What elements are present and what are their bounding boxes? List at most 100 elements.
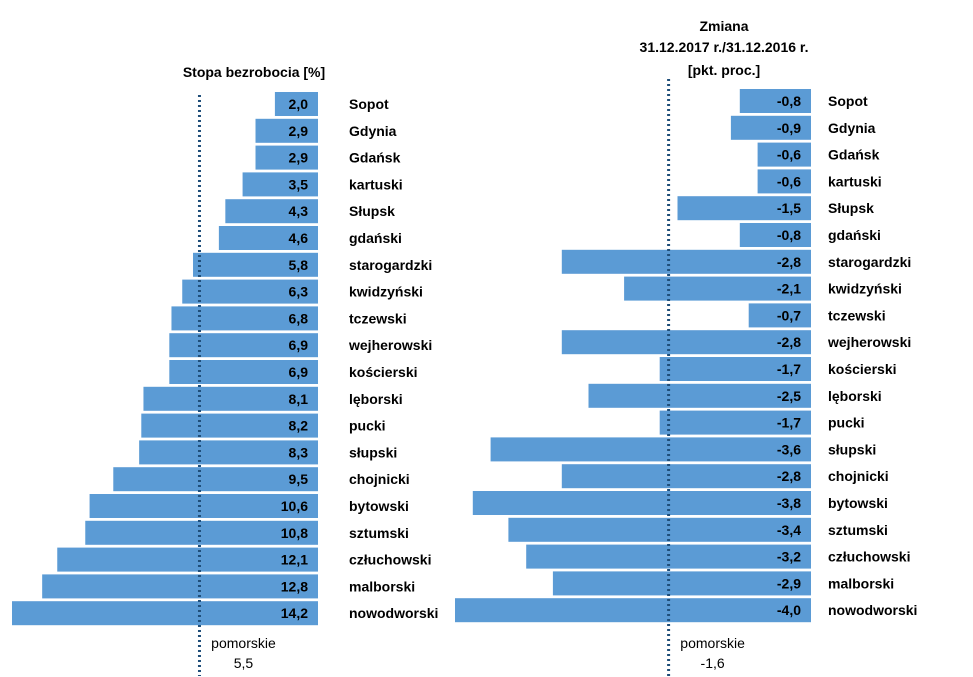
right-value-label: -3,8 bbox=[777, 495, 801, 511]
right-value-label: -2,1 bbox=[777, 281, 801, 297]
left-category-label: nowodworski bbox=[349, 605, 438, 621]
right-value-label: -0,8 bbox=[777, 93, 801, 109]
right-value-label: -3,6 bbox=[777, 441, 801, 457]
left-value-label: 8,3 bbox=[289, 444, 309, 460]
left-category-label: starogardzki bbox=[349, 257, 432, 273]
right-value-label: -3,2 bbox=[777, 549, 801, 565]
right-category-label: Słupsk bbox=[828, 200, 874, 216]
left-value-label: 6,9 bbox=[289, 337, 309, 353]
left-category-label: gdański bbox=[349, 230, 402, 246]
left-category-label: Gdynia bbox=[349, 123, 397, 139]
right-category-label: słupski bbox=[828, 441, 876, 457]
left-bar-człuchowski bbox=[57, 547, 319, 572]
left-value-label: 6,9 bbox=[289, 364, 309, 380]
left-value-label: 12,8 bbox=[281, 578, 308, 594]
left-value-label: 14,2 bbox=[281, 605, 308, 621]
left-bar-kwidzyński bbox=[182, 279, 318, 304]
left-category-label: kartuski bbox=[349, 176, 403, 192]
right-category-label: malborski bbox=[828, 575, 894, 591]
left-bar-wejherowski bbox=[169, 333, 318, 358]
right-category-label: kościerski bbox=[828, 361, 897, 377]
right-category-label: chojnicki bbox=[828, 468, 889, 484]
left-bar-sztumski bbox=[85, 520, 318, 545]
right-bar-Gdynia bbox=[730, 115, 811, 140]
left-value-label: 4,6 bbox=[289, 230, 309, 246]
left-category-label: Słupsk bbox=[349, 203, 395, 219]
right-value-label: -1,7 bbox=[777, 415, 801, 431]
left-bar-pucki bbox=[141, 413, 318, 438]
right-category-label: gdański bbox=[828, 227, 881, 243]
left-category-label: sztumski bbox=[349, 525, 409, 541]
left-category-label: kościerski bbox=[349, 364, 418, 380]
right-bar-Gdańsk bbox=[757, 142, 811, 167]
left-bar-słupski bbox=[139, 440, 318, 465]
left-bar-chojnicki bbox=[113, 467, 318, 492]
left-category-label: tczewski bbox=[349, 310, 407, 326]
left-bar-malborski bbox=[42, 574, 319, 599]
left-value-label: 8,2 bbox=[289, 418, 309, 434]
right-value-label: -2,8 bbox=[777, 468, 801, 484]
right-category-label: kartuski bbox=[828, 173, 882, 189]
right-category-label: lęborski bbox=[828, 388, 882, 404]
left-bar-Gdynia bbox=[255, 118, 318, 143]
left-category-label: Sopot bbox=[349, 96, 389, 112]
left-category-label: lęborski bbox=[349, 391, 403, 407]
right-category-label: człuchowski bbox=[828, 549, 910, 565]
left-bar-Gdańsk bbox=[255, 145, 318, 170]
right-value-label: -1,5 bbox=[777, 200, 801, 216]
right-category-label: pucki bbox=[828, 415, 865, 431]
right-bar-kartuski bbox=[757, 169, 811, 194]
right-category-label: tczewski bbox=[828, 307, 886, 323]
right-bar-pucki bbox=[659, 410, 811, 435]
right-bar-chojnicki bbox=[561, 464, 811, 489]
left-value-label: 10,8 bbox=[281, 525, 308, 541]
right-value-label: -0,7 bbox=[777, 307, 801, 323]
right-category-label: starogardzki bbox=[828, 254, 911, 270]
right-value-label: -0,6 bbox=[777, 173, 801, 189]
right-reference-label: pomorskie bbox=[680, 635, 745, 651]
right-category-label: Gdynia bbox=[828, 120, 876, 136]
left-value-label: 12,1 bbox=[281, 552, 308, 568]
left-bar-starogardzki bbox=[193, 252, 318, 277]
right-chart-title-line-3: [pkt. proc.] bbox=[688, 62, 760, 78]
left-value-label: 2,9 bbox=[289, 123, 309, 139]
right-bar-nowodworski bbox=[455, 598, 811, 623]
left-category-label: chojnicki bbox=[349, 471, 410, 487]
left-reference-value: 5,5 bbox=[234, 655, 254, 671]
right-bar-Sopot bbox=[739, 89, 811, 113]
left-reference-label: pomorskie bbox=[211, 635, 276, 651]
right-chart-title-line-1: Zmiana bbox=[699, 18, 748, 34]
left-value-label: 4,3 bbox=[289, 203, 309, 219]
left-category-label: malborski bbox=[349, 578, 415, 594]
left-category-label: bytowski bbox=[349, 498, 409, 514]
left-value-label: 6,8 bbox=[289, 310, 309, 326]
left-value-label: 6,3 bbox=[289, 284, 309, 300]
right-category-label: kwidzyński bbox=[828, 281, 902, 297]
left-value-label: 3,5 bbox=[289, 176, 309, 192]
left-category-label: człuchowski bbox=[349, 552, 431, 568]
left-bar-Sopot bbox=[274, 92, 318, 116]
left-bar-tczewski bbox=[171, 306, 318, 331]
right-value-label: -0,6 bbox=[777, 147, 801, 163]
right-bar-malborski bbox=[552, 571, 811, 596]
right-value-label: -3,4 bbox=[777, 522, 801, 538]
left-category-label: Gdańsk bbox=[349, 150, 401, 166]
right-category-label: nowodworski bbox=[828, 602, 917, 618]
right-category-label: Gdańsk bbox=[828, 147, 880, 163]
right-bar-słupski bbox=[490, 437, 811, 462]
left-value-label: 10,6 bbox=[281, 498, 308, 514]
right-value-label: -1,7 bbox=[777, 361, 801, 377]
right-category-label: bytowski bbox=[828, 495, 888, 511]
right-bar-Słupsk bbox=[677, 196, 811, 221]
right-value-label: -0,8 bbox=[777, 227, 801, 243]
right-chart-title-line-2: 31.12.2017 r./31.12.2016 r. bbox=[640, 39, 809, 55]
right-value-label: -0,9 bbox=[777, 120, 801, 136]
left-chart-title: Stopa bezrobocia [%] bbox=[183, 64, 325, 80]
right-value-label: -2,8 bbox=[777, 334, 801, 350]
right-category-label: Sopot bbox=[828, 93, 868, 109]
left-value-label: 8,1 bbox=[289, 391, 309, 407]
right-category-label: wejherowski bbox=[827, 334, 911, 350]
left-category-label: kwidzyński bbox=[349, 284, 423, 300]
right-bar-wejherowski bbox=[561, 330, 811, 355]
